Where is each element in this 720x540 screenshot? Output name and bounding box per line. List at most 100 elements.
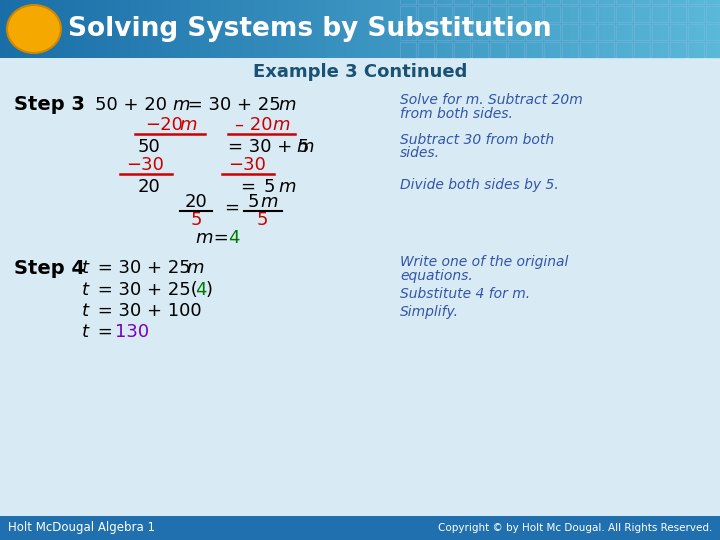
Bar — [500, 0, 501, 58]
Bar — [9, 0, 10, 58]
Bar — [405, 0, 406, 58]
Bar — [594, 0, 595, 58]
Bar — [63, 0, 64, 58]
Bar — [454, 24, 470, 40]
Bar — [285, 0, 286, 58]
Bar — [562, 24, 578, 40]
Bar — [554, 0, 555, 58]
Bar — [292, 0, 293, 58]
Bar — [447, 0, 448, 58]
Text: Simplify.: Simplify. — [400, 305, 459, 319]
Text: =: = — [92, 323, 119, 341]
Bar — [152, 0, 153, 58]
Bar — [312, 0, 313, 58]
Bar — [384, 0, 385, 58]
Bar — [436, 6, 452, 22]
Bar — [101, 0, 102, 58]
Bar — [112, 0, 113, 58]
Bar — [503, 0, 504, 58]
Bar — [75, 0, 76, 58]
Bar — [421, 0, 422, 58]
Bar — [370, 0, 371, 58]
Bar — [471, 0, 472, 58]
Bar — [424, 0, 425, 58]
Text: 20: 20 — [184, 193, 207, 211]
Text: 5: 5 — [248, 193, 259, 211]
Bar — [416, 0, 417, 58]
Bar — [98, 0, 99, 58]
Bar — [431, 0, 432, 58]
Bar — [78, 0, 79, 58]
Bar — [291, 0, 292, 58]
Bar — [323, 0, 324, 58]
Bar — [329, 0, 330, 58]
Bar — [627, 0, 628, 58]
Bar — [464, 0, 465, 58]
Bar — [626, 0, 627, 58]
Bar — [62, 0, 63, 58]
Bar — [508, 6, 524, 22]
Bar — [244, 0, 245, 58]
Bar — [284, 0, 285, 58]
Bar — [113, 0, 114, 58]
Bar — [583, 0, 584, 58]
Bar — [192, 0, 193, 58]
Bar — [95, 0, 96, 58]
Bar — [688, 6, 704, 22]
Bar — [54, 0, 55, 58]
Bar — [445, 0, 446, 58]
Bar — [26, 0, 27, 58]
Bar — [418, 24, 434, 40]
Bar — [132, 0, 133, 58]
Bar — [653, 0, 654, 58]
Bar — [592, 0, 593, 58]
Bar — [231, 0, 232, 58]
Bar — [327, 0, 328, 58]
Bar — [399, 0, 400, 58]
Bar — [552, 0, 553, 58]
Bar — [632, 0, 633, 58]
Bar — [663, 0, 664, 58]
Bar — [472, 42, 488, 58]
Bar — [212, 0, 213, 58]
Bar — [598, 6, 614, 22]
Text: Write one of the original: Write one of the original — [400, 255, 568, 269]
Text: Solve for m. Subtract 20m: Solve for m. Subtract 20m — [400, 93, 582, 107]
Bar — [670, 42, 686, 58]
Bar — [18, 0, 19, 58]
Bar — [654, 0, 655, 58]
Bar — [230, 0, 231, 58]
Bar — [699, 0, 700, 58]
Bar — [144, 0, 145, 58]
Bar — [314, 0, 315, 58]
Bar — [415, 0, 416, 58]
Bar — [235, 0, 236, 58]
Bar — [495, 0, 496, 58]
Bar — [293, 0, 294, 58]
Bar — [175, 0, 176, 58]
Bar — [695, 0, 696, 58]
Bar — [444, 0, 445, 58]
Bar — [42, 0, 43, 58]
Bar — [202, 0, 203, 58]
Bar — [133, 0, 134, 58]
Bar — [310, 0, 311, 58]
Bar — [544, 24, 560, 40]
Text: 5: 5 — [256, 211, 268, 229]
Bar — [433, 0, 434, 58]
Bar — [440, 0, 441, 58]
Bar — [254, 0, 255, 58]
Bar — [319, 0, 320, 58]
Bar — [498, 0, 499, 58]
Bar — [236, 0, 237, 58]
Bar — [342, 0, 343, 58]
Bar — [277, 0, 278, 58]
Bar — [145, 0, 146, 58]
Bar — [234, 0, 235, 58]
Bar — [704, 0, 705, 58]
Bar — [92, 0, 93, 58]
Bar — [686, 0, 687, 58]
Bar — [586, 0, 587, 58]
Bar — [710, 0, 711, 58]
Text: m: m — [172, 96, 189, 114]
